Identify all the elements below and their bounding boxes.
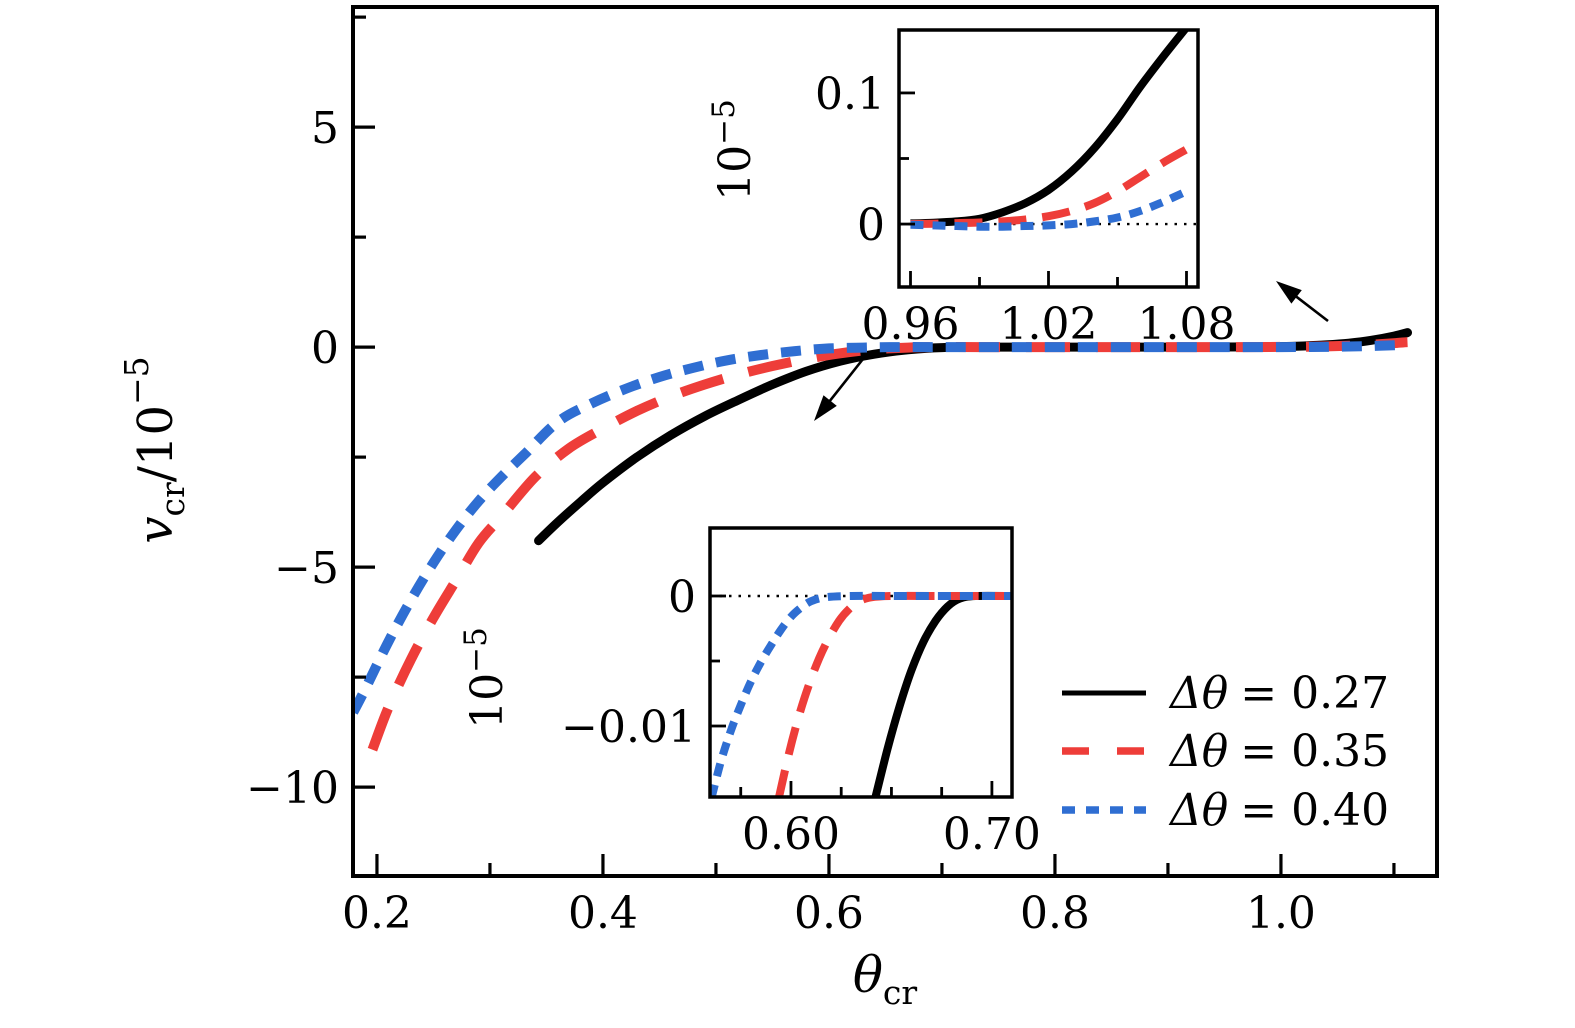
y-label-var: v: [128, 517, 184, 544]
y-tick-label: 0: [668, 572, 696, 623]
legend-3-value: = 0.40: [1240, 785, 1389, 836]
x-tick-label: 1.02: [1000, 299, 1098, 350]
arrow-to-top-inset-head: [1276, 281, 1302, 304]
y-tick-label: 0: [311, 323, 339, 374]
y-tick-label: −10: [246, 763, 339, 814]
y-label-sup: −5: [117, 356, 156, 405]
legend-line-samples: [1062, 690, 1146, 814]
curve-delta-theta-0.35: [367, 337, 1408, 752]
y-tick-label: 0.1: [815, 69, 885, 120]
curve-delta-theta-0.27: [534, 328, 1412, 546]
x-tick-label: 0.6: [794, 888, 864, 939]
axes-background: [710, 528, 1012, 797]
arrow-to-bottom-inset-line: [826, 358, 865, 405]
y-tick-label: −0.01: [561, 702, 696, 753]
inset-bottom-axes: 0.60 0.70 0 −0.01: [561, 526, 1041, 860]
x-tick-label: 0.70: [943, 809, 1041, 860]
legend-1-symbol: Δθ: [1168, 668, 1228, 719]
y-label-rest: /10: [128, 405, 184, 482]
axes-border: [897, 28, 1200, 289]
inset-bottom-y-sup: −5: [458, 627, 494, 673]
x-tick-label: 0.60: [742, 809, 840, 860]
y-tick-label: 5: [311, 103, 339, 154]
inset-top-y-sup: −5: [706, 99, 742, 145]
inset-bottom-y-label: 10−5: [458, 627, 513, 729]
axes-border: [708, 526, 1014, 799]
legend-entry-1: Δθ = 0.27: [1168, 668, 1389, 719]
curve-delta-theta-0.40: [910, 187, 1189, 231]
y-label-sub: cr: [153, 482, 192, 516]
legend-1-value: = 0.27: [1240, 668, 1389, 719]
legend-3-symbol: Δθ: [1168, 785, 1228, 836]
inset-top-axes: 0.96 1.02 1.08 0.1 0: [815, 28, 1236, 350]
inset-top-y-base: 10: [710, 145, 761, 201]
axes-border: [351, 5, 1439, 878]
x-label-sub: cr: [883, 973, 917, 1012]
legend-entry-2: Δθ = 0.35: [1168, 726, 1389, 777]
main-axes: 0.2 0.4 0.6 0.8 1.0 5 0 −5 −10: [246, 5, 1439, 939]
x-tick-label: 1.0: [1246, 888, 1316, 939]
x-tick-label: 1.08: [1138, 299, 1236, 350]
legend-2-value: = 0.35: [1240, 726, 1389, 777]
arrow-to-top-inset-line: [1292, 293, 1329, 323]
y-axis-label: vcr/10−5: [117, 356, 192, 543]
y-tick-label: −5: [274, 543, 339, 594]
y-tick-label: 0: [857, 200, 885, 251]
legend-2-symbol: Δθ: [1168, 726, 1228, 777]
x-tick-label: 0.2: [342, 888, 412, 939]
x-label-var: θ: [853, 946, 883, 1004]
annotation-arrows: [814, 281, 1329, 421]
inset-top-y-label: 10−5: [706, 99, 761, 201]
curve-delta-theta-0.40: [353, 339, 1408, 715]
legend-entry-3: Δθ = 0.40: [1168, 785, 1389, 836]
x-tick-label: 0.4: [568, 888, 638, 939]
x-axis-label: θcr: [853, 946, 918, 1012]
arrow-to-bottom-inset-head: [814, 395, 837, 421]
legend: Δθ = 0.27 Δθ = 0.35 Δθ = 0.40: [1168, 668, 1389, 836]
x-tick-label: 0.8: [1020, 888, 1090, 939]
curve-delta-theta-0.35: [775, 591, 1012, 797]
x-tick-label: 0.96: [862, 299, 960, 350]
inset-bottom-y-base: 10: [462, 673, 513, 729]
